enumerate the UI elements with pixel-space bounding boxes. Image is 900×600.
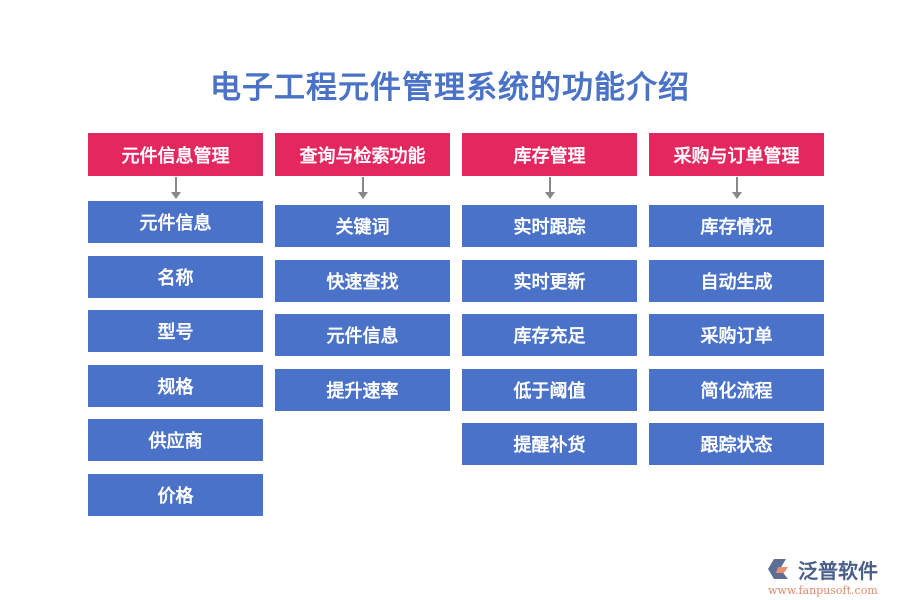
feature-item: 简化流程 bbox=[649, 369, 824, 411]
logo-url: www.fanpusoft.com bbox=[768, 584, 878, 597]
feature-item: 供应商 bbox=[88, 419, 263, 461]
feature-item: 实时更新 bbox=[462, 260, 637, 302]
feature-item: 提升速率 bbox=[275, 369, 450, 411]
feature-item: 提醒补货 bbox=[462, 423, 637, 465]
feature-item: 关键词 bbox=[275, 205, 450, 247]
feature-item: 低于阈值 bbox=[462, 369, 637, 411]
feature-item: 元件信息 bbox=[275, 314, 450, 356]
feature-item: 元件信息 bbox=[88, 201, 263, 243]
arrow-down-icon bbox=[171, 177, 181, 199]
fanpu-logo-icon bbox=[768, 559, 788, 579]
feature-item: 采购订单 bbox=[649, 314, 824, 356]
feature-item: 名称 bbox=[88, 256, 263, 298]
feature-item: 规格 bbox=[88, 365, 263, 407]
column-header: 元件信息管理 bbox=[88, 133, 263, 176]
page-title: 电子工程元件管理系统的功能介绍 bbox=[210, 70, 690, 106]
column-header: 采购与订单管理 bbox=[649, 133, 824, 176]
feature-item: 快速查找 bbox=[275, 260, 450, 302]
feature-item: 价格 bbox=[88, 474, 263, 516]
arrow-down-icon bbox=[545, 177, 555, 199]
logo: 泛普软件 www.fanpusoft.com bbox=[768, 555, 893, 597]
logo-name: 泛普软件 bbox=[798, 559, 878, 583]
arrow-down-icon bbox=[358, 177, 368, 199]
column-header: 查询与检索功能 bbox=[275, 133, 450, 176]
column-header: 库存管理 bbox=[462, 133, 637, 176]
feature-item: 跟踪状态 bbox=[649, 423, 824, 465]
feature-item: 型号 bbox=[88, 310, 263, 352]
feature-item: 库存充足 bbox=[462, 314, 637, 356]
feature-item: 库存情况 bbox=[649, 205, 824, 247]
arrow-down-icon bbox=[732, 177, 742, 199]
feature-item: 实时跟踪 bbox=[462, 205, 637, 247]
feature-item: 自动生成 bbox=[649, 260, 824, 302]
